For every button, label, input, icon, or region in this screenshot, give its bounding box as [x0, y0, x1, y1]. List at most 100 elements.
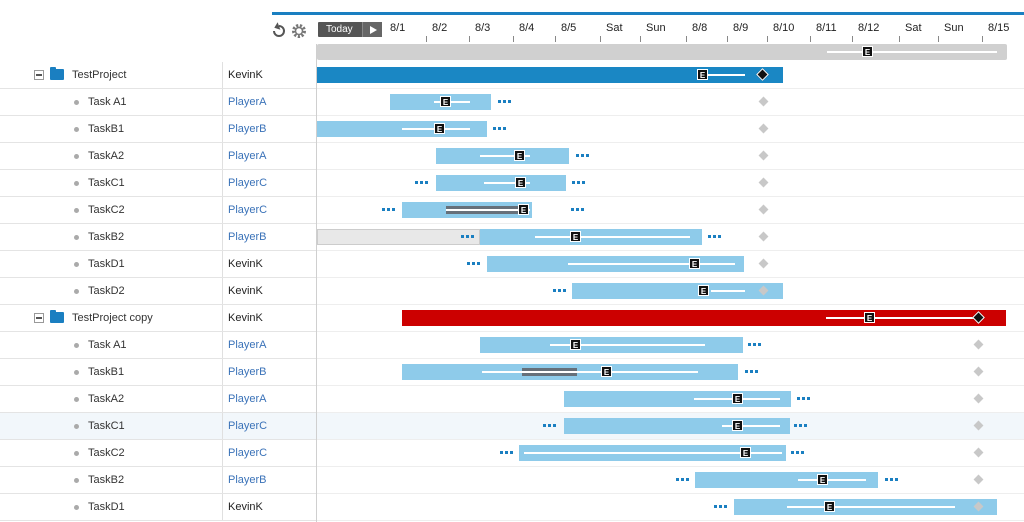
more-dots-icon[interactable] — [745, 370, 761, 374]
estimate-marker[interactable]: E — [515, 177, 526, 188]
owner-name[interactable]: PlayerC — [228, 177, 268, 189]
estimate-marker[interactable]: E — [864, 312, 875, 323]
name-cell[interactable]: TaskC1 — [0, 170, 222, 196]
estimate-marker[interactable]: E — [601, 366, 612, 377]
task-row[interactable]: Task A1 PlayerA — [0, 332, 316, 359]
task-row[interactable]: TaskC1 PlayerC — [0, 413, 316, 440]
group-row[interactable]: TestProject KevinK — [0, 62, 316, 89]
more-dots-icon[interactable] — [461, 235, 477, 239]
gear-icon[interactable] — [290, 22, 308, 40]
owner-cell[interactable]: KevinK — [222, 62, 316, 88]
more-dots-icon[interactable] — [794, 424, 810, 428]
task-row[interactable]: TaskB1 PlayerB — [0, 116, 316, 143]
owner-cell[interactable]: PlayerA — [222, 89, 316, 115]
owner-name[interactable]: PlayerA — [228, 150, 267, 162]
estimate-marker[interactable]: E — [732, 393, 743, 404]
owner-cell[interactable]: PlayerB — [222, 116, 316, 142]
estimate-marker[interactable]: E — [817, 474, 828, 485]
name-cell[interactable]: TaskC2 — [0, 440, 222, 466]
undo-icon[interactable] — [270, 22, 288, 40]
name-cell[interactable]: TaskA2 — [0, 143, 222, 169]
name-cell[interactable]: TaskB2 — [0, 224, 222, 250]
estimate-marker[interactable]: E — [689, 258, 700, 269]
owner-name[interactable]: PlayerB — [228, 474, 267, 486]
more-dots-icon[interactable] — [553, 289, 569, 293]
more-dots-icon[interactable] — [493, 127, 509, 131]
owner-name[interactable]: PlayerB — [228, 123, 267, 135]
more-dots-icon[interactable] — [500, 451, 516, 455]
task-row[interactable]: TaskD2 KevinK — [0, 278, 316, 305]
task-row[interactable]: TaskB1 PlayerB — [0, 359, 316, 386]
project-summary-bar[interactable]: E — [317, 44, 1007, 60]
estimate-marker[interactable]: E — [514, 150, 525, 161]
more-dots-icon[interactable] — [576, 154, 592, 158]
task-row[interactable]: TaskC2 PlayerC — [0, 197, 316, 224]
name-cell[interactable]: TestProject copy — [0, 305, 222, 331]
owner-cell[interactable]: PlayerB — [222, 359, 316, 385]
owner-cell[interactable]: PlayerA — [222, 143, 316, 169]
owner-cell[interactable]: PlayerB — [222, 224, 316, 250]
task-bar[interactable] — [572, 283, 783, 299]
name-cell[interactable]: TaskA2 — [0, 386, 222, 412]
task-row[interactable]: Task A1 PlayerA — [0, 89, 316, 116]
estimate-marker[interactable]: E — [697, 69, 708, 80]
more-dots-icon[interactable] — [571, 208, 587, 212]
owner-name[interactable]: PlayerB — [228, 231, 267, 243]
estimate-marker[interactable]: E — [434, 123, 445, 134]
name-cell[interactable]: TaskD1 — [0, 494, 222, 520]
owner-cell[interactable]: KevinK — [222, 494, 316, 520]
more-dots-icon[interactable] — [791, 451, 807, 455]
more-dots-icon[interactable] — [382, 208, 398, 212]
today-button[interactable]: Today — [318, 22, 382, 37]
more-dots-icon[interactable] — [885, 478, 901, 482]
owner-cell[interactable]: PlayerC — [222, 170, 316, 196]
name-cell[interactable]: Task A1 — [0, 89, 222, 115]
owner-name[interactable]: PlayerC — [228, 204, 268, 216]
name-cell[interactable]: TaskB1 — [0, 116, 222, 142]
name-cell[interactable]: Task A1 — [0, 332, 222, 358]
name-cell[interactable]: TaskC1 — [0, 413, 222, 439]
name-cell[interactable]: TaskC2 — [0, 197, 222, 223]
collapse-icon[interactable] — [34, 313, 44, 323]
name-cell[interactable]: TestProject — [0, 62, 222, 88]
estimate-marker[interactable]: E — [570, 231, 581, 242]
estimate-marker[interactable]: E — [570, 339, 581, 350]
estimate-marker[interactable]: E — [440, 96, 451, 107]
owner-cell[interactable]: PlayerB — [222, 467, 316, 493]
owner-cell[interactable]: PlayerC — [222, 197, 316, 223]
owner-cell[interactable]: KevinK — [222, 305, 316, 331]
more-dots-icon[interactable] — [708, 235, 724, 239]
task-row[interactable]: TaskB2 PlayerB — [0, 467, 316, 494]
group-bar[interactable] — [317, 67, 783, 83]
name-cell[interactable]: TaskD2 — [0, 278, 222, 304]
task-row[interactable]: TaskC2 PlayerC — [0, 440, 316, 467]
collapse-icon[interactable] — [34, 70, 44, 80]
owner-cell[interactable]: PlayerA — [222, 386, 316, 412]
owner-name[interactable]: PlayerC — [228, 420, 268, 432]
owner-name[interactable]: PlayerA — [228, 96, 267, 108]
more-dots-icon[interactable] — [572, 181, 588, 185]
more-dots-icon[interactable] — [714, 505, 730, 509]
task-row[interactable]: TaskB2 PlayerB — [0, 224, 316, 251]
owner-cell[interactable]: PlayerC — [222, 413, 316, 439]
more-dots-icon[interactable] — [467, 262, 483, 266]
estimate-marker[interactable]: E — [698, 285, 709, 296]
estimate-marker[interactable]: E — [732, 420, 743, 431]
estimate-marker[interactable]: E — [518, 204, 529, 215]
group-bar[interactable] — [402, 310, 1006, 326]
more-dots-icon[interactable] — [543, 424, 559, 428]
owner-cell[interactable]: PlayerC — [222, 440, 316, 466]
task-row[interactable]: TaskD1 KevinK — [0, 251, 316, 278]
estimate-marker[interactable]: E — [740, 447, 751, 458]
task-row[interactable]: TaskD1 KevinK — [0, 494, 316, 521]
owner-cell[interactable]: KevinK — [222, 251, 316, 277]
owner-name[interactable]: PlayerA — [228, 339, 267, 351]
owner-cell[interactable]: PlayerA — [222, 332, 316, 358]
summary-marker[interactable]: E — [862, 46, 873, 57]
task-row[interactable]: TaskA2 PlayerA — [0, 386, 316, 413]
name-cell[interactable]: TaskB2 — [0, 467, 222, 493]
estimate-marker[interactable]: E — [824, 501, 835, 512]
more-dots-icon[interactable] — [415, 181, 431, 185]
task-bar[interactable] — [695, 472, 878, 488]
play-icon[interactable] — [362, 22, 382, 37]
